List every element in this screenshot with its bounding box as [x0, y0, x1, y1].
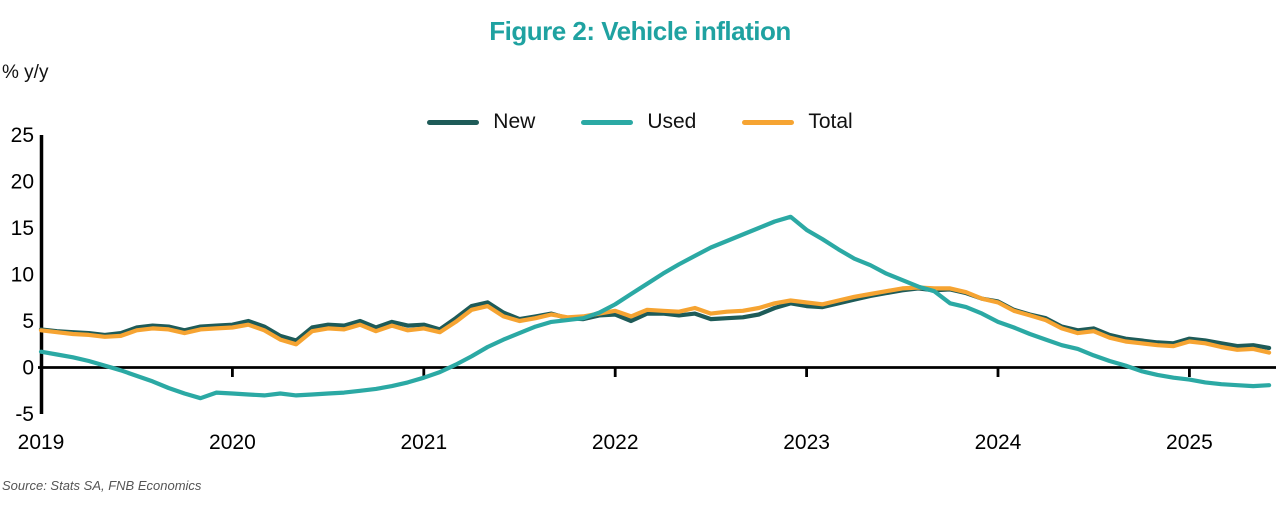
y-axis-unit-label: % y/y: [2, 62, 49, 83]
series-line-used: [38, 214, 1272, 401]
x-tick-label-2023: 2023: [783, 431, 830, 454]
legend-label-new: New: [493, 110, 536, 133]
y-tick-label-20: 20: [11, 171, 34, 194]
series-line-new: [38, 286, 1272, 351]
x-tick-label-2022: 2022: [592, 431, 639, 454]
x-tick-label-2025: 2025: [1166, 431, 1213, 454]
legend-item-used: Used: [581, 110, 696, 134]
y-tick-label-5: 5: [22, 310, 34, 333]
chart-title: Figure 2: Vehicle inflation: [489, 16, 791, 46]
y-tick-label-10: 10: [11, 264, 34, 287]
legend-item-new: New: [427, 110, 535, 134]
x-tick-label-2019: 2019: [18, 431, 65, 454]
legend-item-total: Total: [742, 110, 853, 134]
y-tick-label--5: -5: [15, 403, 34, 426]
x-tick-label-2020: 2020: [209, 431, 256, 454]
x-tick-label-2024: 2024: [975, 431, 1022, 454]
legend-swatch-new: [427, 119, 480, 125]
series-line-total: [38, 285, 1272, 355]
legend-label-total: Total: [808, 110, 853, 133]
legend-swatch-total: [742, 119, 795, 125]
chart-legend: New Used Total: [0, 110, 1280, 134]
y-tick-label-0: 0: [22, 357, 34, 380]
x-tick-label-2021: 2021: [400, 431, 447, 454]
legend-label-used: Used: [647, 110, 697, 133]
y-tick-label-25: 25: [11, 124, 34, 147]
legend-swatch-used: [581, 119, 634, 125]
source-note: Source: Stats SA, FNB Economics: [2, 478, 202, 493]
y-tick-label-15: 15: [11, 217, 34, 240]
